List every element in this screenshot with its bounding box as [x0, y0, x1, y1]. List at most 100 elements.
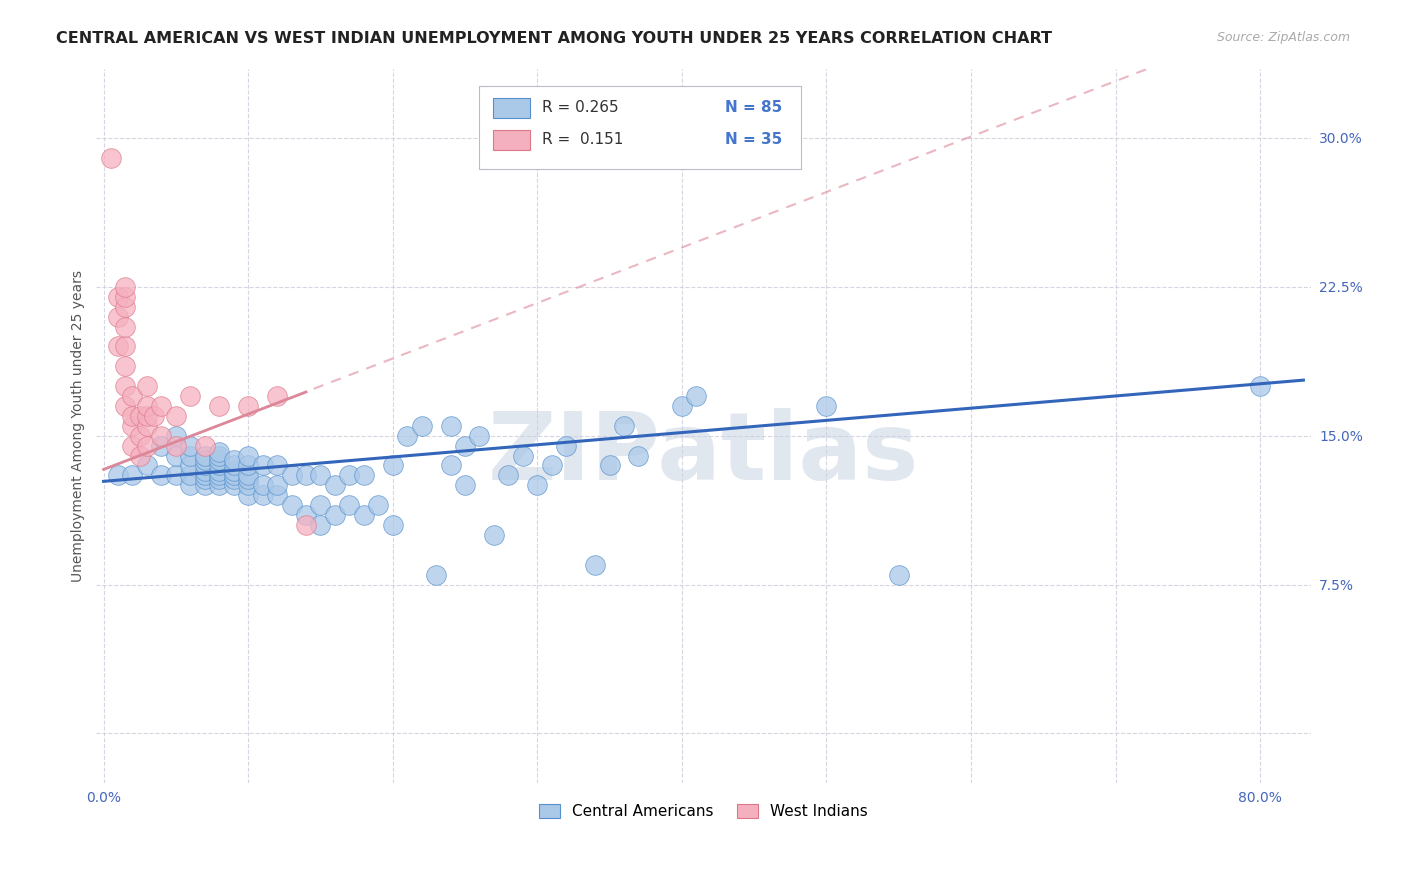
- Point: [454, 439, 477, 453]
- Point: [295, 518, 318, 533]
- Point: [114, 359, 136, 374]
- Point: [222, 472, 245, 486]
- FancyBboxPatch shape: [479, 87, 800, 169]
- Point: [266, 488, 288, 502]
- Point: [114, 399, 136, 413]
- Point: [295, 468, 318, 483]
- Point: [121, 389, 143, 403]
- FancyBboxPatch shape: [494, 130, 530, 150]
- Point: [222, 452, 245, 467]
- Point: [236, 488, 259, 502]
- Point: [100, 151, 122, 165]
- Point: [194, 472, 217, 486]
- Point: [583, 558, 606, 572]
- Point: [107, 310, 129, 324]
- Point: [208, 449, 231, 463]
- Point: [208, 444, 231, 458]
- Point: [107, 468, 129, 483]
- Point: [208, 478, 231, 492]
- Point: [121, 409, 143, 423]
- Point: [208, 399, 231, 413]
- Point: [381, 518, 404, 533]
- Text: N = 35: N = 35: [725, 133, 783, 147]
- Point: [252, 458, 274, 473]
- Text: R =  0.151: R = 0.151: [541, 133, 623, 147]
- Point: [150, 439, 173, 453]
- Point: [468, 428, 491, 442]
- Point: [236, 472, 259, 486]
- Point: [208, 465, 231, 479]
- Point: [107, 290, 129, 304]
- Point: [150, 468, 173, 483]
- Point: [208, 468, 231, 483]
- Point: [222, 478, 245, 492]
- Point: [887, 567, 910, 582]
- Legend: Central Americans, West Indians: Central Americans, West Indians: [533, 797, 875, 825]
- Point: [540, 458, 562, 473]
- Point: [165, 449, 187, 463]
- Point: [236, 458, 259, 473]
- Point: [236, 399, 259, 413]
- Point: [165, 439, 187, 453]
- Point: [121, 418, 143, 433]
- Point: [136, 458, 159, 473]
- Point: [295, 508, 318, 522]
- Point: [266, 458, 288, 473]
- Point: [353, 508, 375, 522]
- Point: [114, 280, 136, 294]
- Point: [309, 518, 332, 533]
- Point: [136, 399, 159, 413]
- Point: [555, 439, 578, 453]
- Point: [179, 458, 201, 473]
- Point: [194, 458, 217, 473]
- Point: [194, 478, 217, 492]
- Point: [425, 567, 447, 582]
- Point: [1249, 379, 1271, 393]
- Point: [266, 478, 288, 492]
- Point: [526, 478, 548, 492]
- Text: N = 85: N = 85: [725, 100, 783, 115]
- Point: [179, 439, 201, 453]
- Point: [613, 418, 636, 433]
- Point: [439, 458, 461, 473]
- Point: [208, 452, 231, 467]
- Point: [815, 399, 838, 413]
- Point: [482, 528, 505, 542]
- Point: [179, 449, 201, 463]
- Point: [208, 472, 231, 486]
- Point: [236, 468, 259, 483]
- Point: [454, 478, 477, 492]
- Point: [367, 498, 389, 512]
- Point: [236, 449, 259, 463]
- Text: CENTRAL AMERICAN VS WEST INDIAN UNEMPLOYMENT AMONG YOUTH UNDER 25 YEARS CORRELAT: CENTRAL AMERICAN VS WEST INDIAN UNEMPLOY…: [56, 31, 1052, 46]
- Point: [107, 339, 129, 353]
- Point: [179, 468, 201, 483]
- Point: [381, 458, 404, 473]
- Point: [194, 468, 217, 483]
- Point: [165, 428, 187, 442]
- Point: [627, 449, 650, 463]
- Point: [396, 428, 419, 442]
- Point: [194, 465, 217, 479]
- Point: [411, 418, 433, 433]
- Point: [280, 498, 302, 512]
- Point: [685, 389, 707, 403]
- Point: [252, 478, 274, 492]
- Point: [323, 478, 346, 492]
- Point: [337, 498, 360, 512]
- Point: [128, 428, 150, 442]
- Point: [222, 465, 245, 479]
- Point: [121, 439, 143, 453]
- Point: [266, 389, 288, 403]
- Point: [128, 409, 150, 423]
- Point: [150, 399, 173, 413]
- Point: [252, 488, 274, 502]
- Point: [143, 409, 166, 423]
- Text: Source: ZipAtlas.com: Source: ZipAtlas.com: [1216, 31, 1350, 45]
- Point: [165, 468, 187, 483]
- Point: [439, 418, 461, 433]
- Point: [194, 449, 217, 463]
- Point: [128, 449, 150, 463]
- Point: [136, 439, 159, 453]
- Point: [165, 409, 187, 423]
